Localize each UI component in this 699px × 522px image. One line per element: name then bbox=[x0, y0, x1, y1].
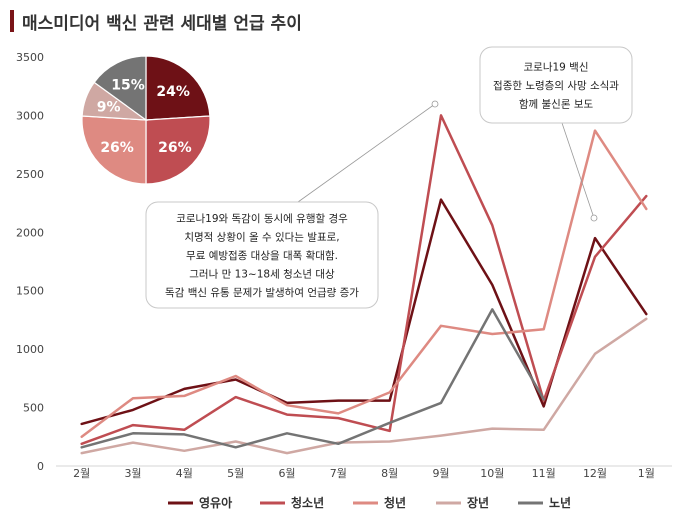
x-tick-label: 1월 bbox=[638, 467, 655, 480]
legend-label: 청년 bbox=[384, 495, 406, 510]
x-tick-label: 2월 bbox=[73, 467, 90, 480]
y-tick-label: 500 bbox=[23, 402, 44, 415]
series-line bbox=[80, 308, 545, 449]
annotation-text: 함께 불신론 보도 bbox=[519, 99, 594, 111]
x-tick-label: 11월 bbox=[532, 467, 556, 480]
pie-slice-label: 26% bbox=[158, 140, 192, 156]
legend-label: 청소년 bbox=[291, 495, 324, 510]
legend-label: 장년 bbox=[467, 496, 489, 510]
annotation-box bbox=[479, 46, 633, 124]
x-tick-label: 7월 bbox=[330, 467, 347, 480]
y-tick-label: 3000 bbox=[16, 109, 44, 122]
annotation-text: 독감 백신 유통 문제가 발생하여 언급량 증가 bbox=[165, 286, 359, 299]
pie-slice bbox=[145, 115, 211, 185]
title-accent-bar bbox=[10, 10, 14, 32]
x-tick-label: 3월 bbox=[124, 467, 141, 480]
x-tick-label: 4월 bbox=[176, 467, 193, 480]
annotation-text: 코로나19와 독감이 동시에 유행할 경우 bbox=[176, 212, 348, 225]
series-line bbox=[80, 317, 648, 455]
annotation-marker bbox=[590, 214, 598, 222]
legend-label: 영유아 bbox=[199, 495, 232, 510]
x-tick-label: 8월 bbox=[381, 467, 398, 480]
annotation-text: 무료 예방접종 대상을 대폭 확대함. bbox=[186, 249, 338, 262]
annotation-leader-line bbox=[297, 103, 436, 203]
legend-label: 노년 bbox=[549, 496, 571, 510]
chart-title: 매스미디어 백신 관련 세대별 언급 추이 bbox=[22, 14, 302, 34]
pie-slice-label: 24% bbox=[156, 84, 190, 100]
annotation-leader-line bbox=[561, 122, 595, 219]
annotation-text: 치명적 상황이 올 수 있다는 발표로, bbox=[184, 232, 339, 244]
annotation-text: 코로나19 백신 bbox=[524, 62, 589, 74]
x-tick-label: 9월 bbox=[432, 467, 449, 480]
pie-slice-label: 26% bbox=[100, 140, 134, 156]
pie-slice-label: 9% bbox=[97, 100, 121, 116]
y-tick-label: 3500 bbox=[16, 51, 44, 64]
series-line bbox=[80, 129, 648, 439]
pie-slice-label: 15% bbox=[111, 78, 145, 94]
y-tick-label: 1000 bbox=[16, 343, 44, 356]
pie-slice bbox=[81, 115, 147, 185]
annotation-marker bbox=[431, 100, 439, 108]
x-tick-label: 5월 bbox=[227, 467, 244, 480]
pie-slice bbox=[93, 55, 147, 122]
annotation-text: 접종한 노령층의 사망 소식과 bbox=[493, 80, 619, 92]
series-line bbox=[80, 114, 648, 446]
x-tick-label: 6월 bbox=[278, 467, 295, 480]
annotation-text: 그러나 만 13~18세 청소년 대상 bbox=[189, 269, 335, 281]
annotation-box bbox=[145, 201, 379, 309]
y-tick-label: 2500 bbox=[16, 168, 44, 181]
y-tick-label: 1500 bbox=[16, 285, 44, 298]
y-tick-label: 0 bbox=[37, 460, 44, 473]
pie-slice bbox=[145, 55, 211, 121]
y-tick-label: 2000 bbox=[16, 226, 44, 239]
x-tick-label: 12월 bbox=[583, 467, 607, 480]
x-tick-label: 10월 bbox=[480, 467, 504, 480]
